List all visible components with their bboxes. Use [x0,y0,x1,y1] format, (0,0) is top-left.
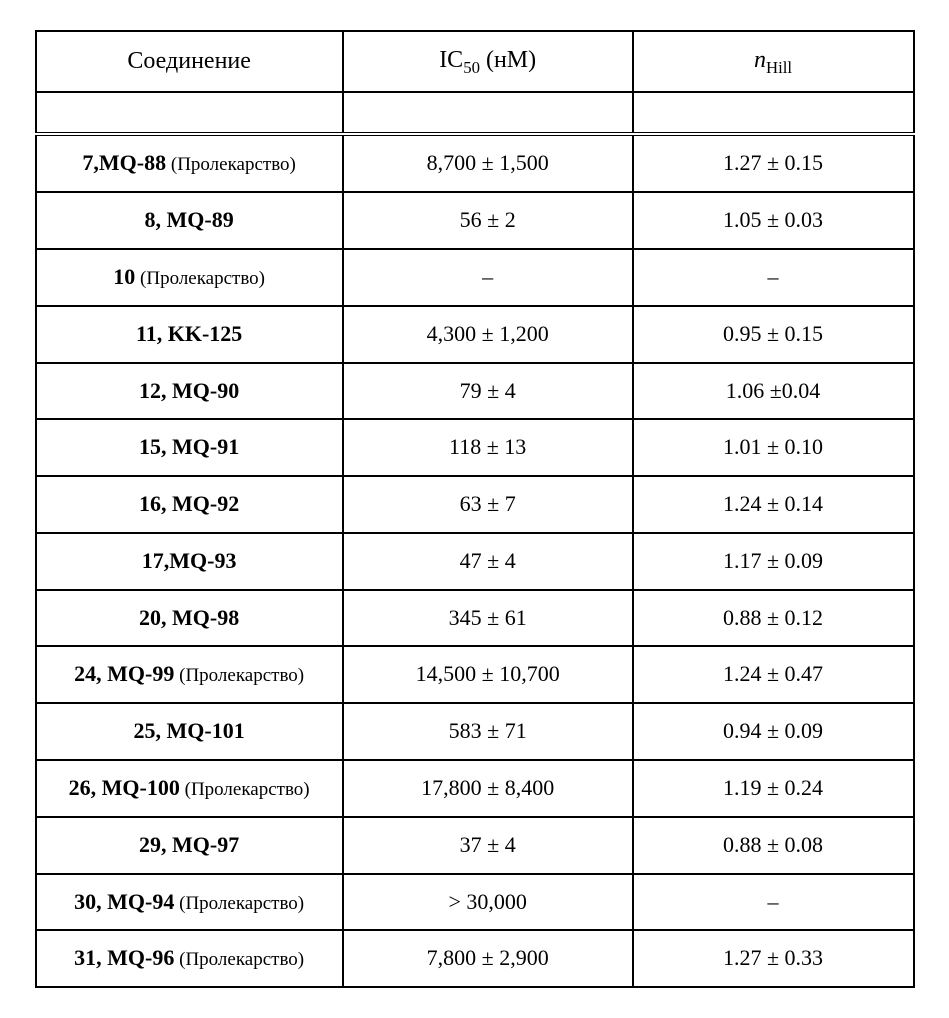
cell-compound: 17,MQ-93 [36,533,343,590]
compound-bold: 15, MQ-91 [139,434,239,459]
table-body: 7,MQ-88 (Пролекарство)8,700 ± 1,5001.27 … [36,92,914,987]
compound-suffix: (Пролекарство) [174,893,304,914]
cell-compound: 20, MQ-98 [36,590,343,647]
cell-compound: 16, MQ-92 [36,476,343,533]
compound-suffix: (Пролекарство) [180,779,310,800]
header-compound-label: Соединение [127,48,251,74]
cell-nhill: 1.17 ± 0.09 [633,533,914,590]
header-compound: Соединение [36,31,343,92]
compound-bold: 29, MQ-97 [139,832,239,857]
cell-ic50: 8,700 ± 1,500 [343,134,633,192]
cell-compound: 15, MQ-91 [36,419,343,476]
compound-bold: 10 [113,264,135,289]
table-row: 16, MQ-92 63 ± 71.24 ± 0.14 [36,476,914,533]
compound-suffix: (Пролекарство) [166,154,296,175]
cell-compound: 25, MQ-101 [36,703,343,760]
cell-ic50: > 30,000 [343,874,633,931]
cell-ic50: – [343,249,633,306]
table-row: 31, MQ-96 (Пролекарство)7,800 ± 2,9001.2… [36,930,914,987]
compound-bold: 31, MQ-96 [74,945,174,970]
table-row: 7,MQ-88 (Пролекарство)8,700 ± 1,5001.27 … [36,134,914,192]
table-row: 26, MQ-100 (Пролекарство)17,800 ± 8,4001… [36,760,914,817]
cell-compound: 10 (Пролекарство) [36,249,343,306]
table-row: 11, KK-125 4,300 ± 1,2000.95 ± 0.15 [36,306,914,363]
table-row: 29, MQ-97 37 ± 40.88 ± 0.08 [36,817,914,874]
cell-ic50: 37 ± 4 [343,817,633,874]
cell-compound: 29, MQ-97 [36,817,343,874]
cell-nhill: 1.24 ± 0.47 [633,646,914,703]
compound-bold: 16, MQ-92 [139,491,239,516]
compound-bold: 11, KK-125 [136,321,242,346]
cell-nhill: 0.88 ± 0.12 [633,590,914,647]
cell-ic50: 17,800 ± 8,400 [343,760,633,817]
compound-bold: 20, MQ-98 [139,605,239,630]
compound-bold: 7,MQ-88 [82,150,166,175]
header-ic50: IC50 (нМ) [343,31,633,92]
empty-cell [633,92,914,134]
table-row: 15, MQ-91 118 ± 131.01 ± 0.10 [36,419,914,476]
cell-ic50: 7,800 ± 2,900 [343,930,633,987]
table-row: 12, MQ-90 79 ± 41.06 ±0.04 [36,363,914,420]
cell-ic50: 583 ± 71 [343,703,633,760]
cell-nhill: 1.06 ±0.04 [633,363,914,420]
cell-compound: 7,MQ-88 (Пролекарство) [36,134,343,192]
cell-nhill: 1.05 ± 0.03 [633,192,914,249]
cell-nhill: 0.94 ± 0.09 [633,703,914,760]
table-header-row: Соединение IC50 (нМ) nHill [36,31,914,92]
compound-bold: 30, MQ-94 [74,889,174,914]
cell-nhill: 1.27 ± 0.15 [633,134,914,192]
cell-compound: 30, MQ-94 (Пролекарство) [36,874,343,931]
header-nhill: nHill [633,31,914,92]
header-ic50-prefix: IC [439,47,463,73]
cell-ic50: 47 ± 4 [343,533,633,590]
compound-bold: 25, MQ-101 [134,718,245,743]
compound-bold: 17,MQ-93 [142,548,237,573]
cell-nhill: – [633,249,914,306]
cell-compound: 11, KK-125 [36,306,343,363]
cell-ic50: 4,300 ± 1,200 [343,306,633,363]
table-row: 24, MQ-99 (Пролекарство)14,500 ± 10,7001… [36,646,914,703]
compound-bold: 8, MQ-89 [145,207,234,232]
cell-compound: 24, MQ-99 (Пролекарство) [36,646,343,703]
table-row: 10 (Пролекарство)–– [36,249,914,306]
compound-suffix: (Пролекарство) [174,665,304,686]
cell-nhill: 1.27 ± 0.33 [633,930,914,987]
table-row: 25, MQ-101 583 ± 710.94 ± 0.09 [36,703,914,760]
cell-ic50: 56 ± 2 [343,192,633,249]
cell-compound: 31, MQ-96 (Пролекарство) [36,930,343,987]
cell-compound: 8, MQ-89 [36,192,343,249]
header-ic50-suffix: (нМ) [480,47,536,73]
cell-ic50: 63 ± 7 [343,476,633,533]
table-row: 20, MQ-98 345 ± 610.88 ± 0.12 [36,590,914,647]
compound-bold: 26, MQ-100 [69,775,180,800]
cell-nhill: 0.95 ± 0.15 [633,306,914,363]
cell-nhill: 1.19 ± 0.24 [633,760,914,817]
empty-cell [36,92,343,134]
data-table: Соединение IC50 (нМ) nHill 7,MQ-88 (Прол… [35,30,915,988]
cell-compound: 26, MQ-100 (Пролекарство) [36,760,343,817]
table-row: 17,MQ-93 47 ± 41.17 ± 0.09 [36,533,914,590]
cell-nhill: 1.01 ± 0.10 [633,419,914,476]
cell-nhill: – [633,874,914,931]
cell-ic50: 118 ± 13 [343,419,633,476]
header-ic50-sub: 50 [463,58,480,77]
header-nhill-sub: Hill [766,58,792,77]
cell-compound: 12, MQ-90 [36,363,343,420]
cell-nhill: 0.88 ± 0.08 [633,817,914,874]
table-row: 30, MQ-94 (Пролекарство)> 30,000– [36,874,914,931]
empty-cell [343,92,633,134]
compound-bold: 24, MQ-99 [74,661,174,686]
compound-suffix: (Пролекарство) [174,949,304,970]
header-nhill-italic: n [754,47,766,73]
cell-ic50: 345 ± 61 [343,590,633,647]
cell-ic50: 79 ± 4 [343,363,633,420]
table-empty-row [36,92,914,134]
table-row: 8, MQ-89 56 ± 21.05 ± 0.03 [36,192,914,249]
compound-suffix: (Пролекарство) [135,268,265,289]
cell-nhill: 1.24 ± 0.14 [633,476,914,533]
compound-bold: 12, MQ-90 [139,378,239,403]
cell-ic50: 14,500 ± 10,700 [343,646,633,703]
